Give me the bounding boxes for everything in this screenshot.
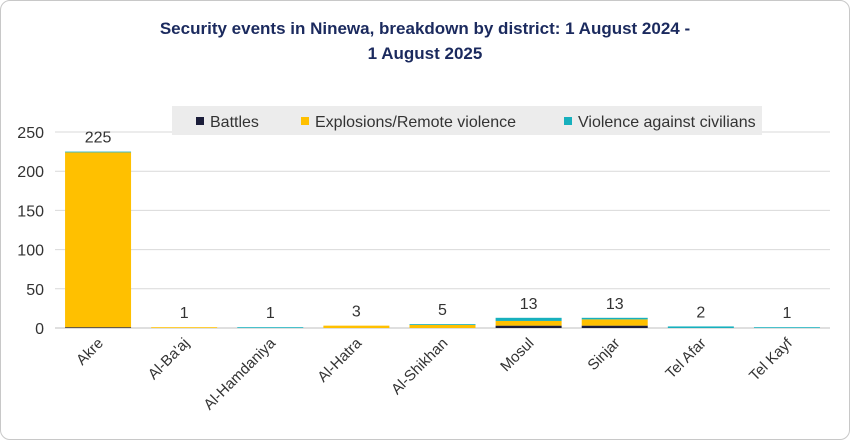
bar-segment <box>409 324 476 328</box>
y-tick-label: 50 <box>26 282 44 299</box>
bar-segment <box>151 327 218 329</box>
x-tick-label: Al-Ba'aj <box>145 335 193 383</box>
data-label: 1 <box>266 305 275 322</box>
legend-swatch <box>301 117 309 125</box>
legend-box <box>172 106 762 135</box>
data-label: 3 <box>352 304 361 321</box>
bar-segment <box>581 319 648 326</box>
data-label: 1 <box>180 305 189 322</box>
x-tick-label: Tel Afar <box>662 335 709 382</box>
y-tick-label: 200 <box>17 164 44 181</box>
data-label: 2 <box>696 304 705 321</box>
x-tick-label: Al-Hatra <box>314 334 365 385</box>
x-tick-label: Sinjar <box>584 335 623 374</box>
legend-label: Battles <box>210 114 259 131</box>
data-label: 13 <box>606 296 624 313</box>
bar-segment <box>581 317 648 320</box>
bar-segment <box>65 327 132 329</box>
data-label: 5 <box>438 302 447 319</box>
y-tick-label: 250 <box>17 125 44 142</box>
bar-segment <box>237 327 304 329</box>
data-label: 225 <box>85 130 112 147</box>
x-tick-label: Akre <box>73 335 107 369</box>
chart-title-line-1: Security events in Ninewa, breakdown by … <box>159 19 691 38</box>
bar-segment <box>753 327 820 329</box>
bar-segment <box>65 151 132 153</box>
bar-segment <box>65 152 132 328</box>
legend-swatch <box>564 117 572 125</box>
data-label: 13 <box>520 296 538 313</box>
x-tick-label: Tel Kayf <box>746 334 796 384</box>
y-tick-label: 150 <box>17 203 44 220</box>
bar-segment <box>409 324 476 325</box>
bar-segment <box>323 325 390 328</box>
chart-title: Security events in Ninewa, breakdown by … <box>0 16 850 66</box>
bar-segment <box>667 326 734 328</box>
bar-segment <box>495 320 562 326</box>
y-tick-label: 100 <box>17 243 44 260</box>
y-tick-label: 0 <box>35 321 44 338</box>
bar-segment <box>495 317 562 321</box>
legend-swatch <box>196 117 204 125</box>
legend-label: Violence against civilians <box>578 114 756 131</box>
x-tick-label: Mosul <box>497 335 537 375</box>
legend-label: Explosions/Remote violence <box>315 114 516 131</box>
x-tick-label: Al-Hamdaniya <box>200 334 279 413</box>
bar-segment <box>581 325 648 328</box>
data-label: 1 <box>782 305 791 322</box>
bar-segment <box>495 325 562 328</box>
chart-title-line-2: 1 August 2025 <box>367 44 483 63</box>
x-tick-label: Al-Shikhan <box>388 335 451 398</box>
